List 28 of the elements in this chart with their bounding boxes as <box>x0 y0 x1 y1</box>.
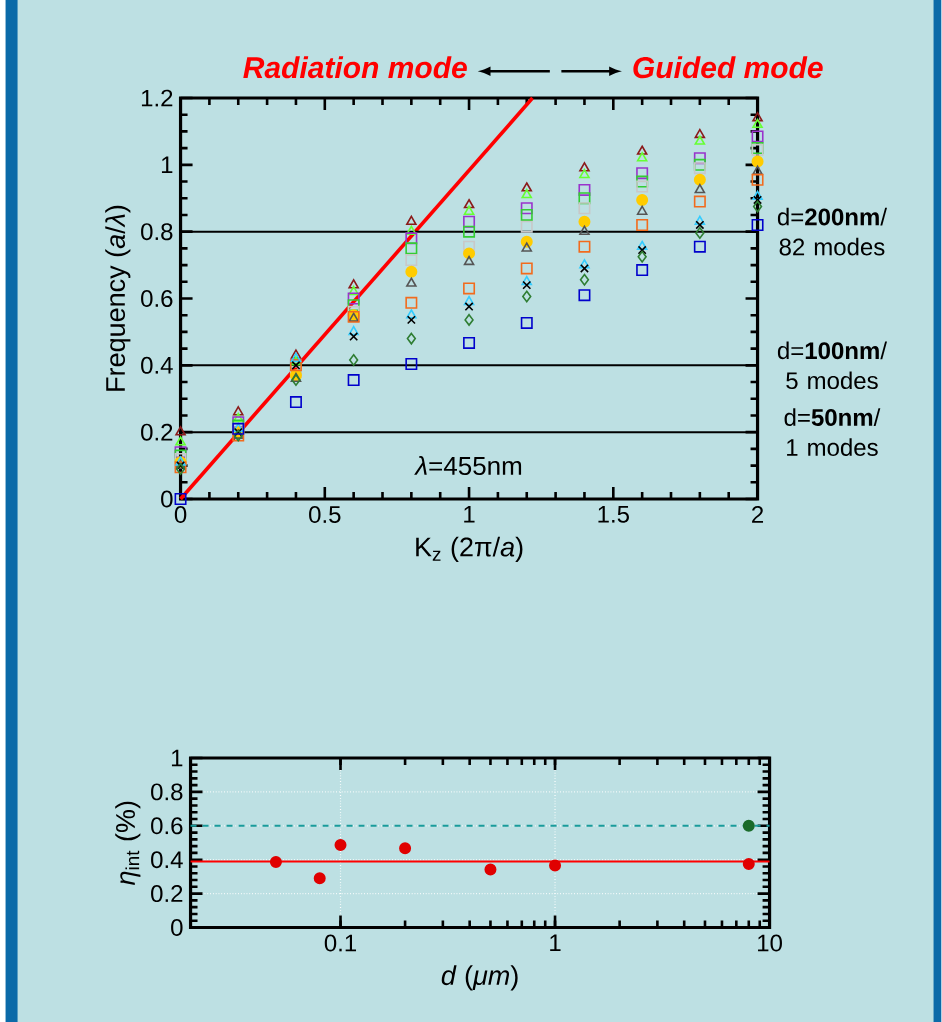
y-tick-label: 1 <box>172 749 183 767</box>
y-tick-label: 0 <box>161 490 173 508</box>
x-tick-label: 1 <box>464 506 475 523</box>
annotation: λ=455nm <box>414 456 522 476</box>
y-tick-label: 0.4 <box>151 851 183 869</box>
ref-line-label: d=200nm/ 82 modes <box>778 207 888 256</box>
text: Guided mode <box>633 56 823 79</box>
x-tick-label: 2 <box>752 506 764 523</box>
x-axis-title: d (μm) <box>441 965 518 991</box>
y-tick-label: 0 <box>171 919 183 936</box>
y-tick-label: 0.4 <box>141 356 173 374</box>
ref-line-label: d=50nm/ 1 modes <box>784 408 881 456</box>
x-tick-label: 0.5 <box>309 506 341 524</box>
y-tick-label: 0.8 <box>151 783 183 801</box>
x-tick-label: 1 <box>550 934 561 952</box>
y-axis-title: η$_{int}$ (%) <box>115 801 141 886</box>
y-tick-label: 0.8 <box>141 223 173 241</box>
y-tick-label: 0.2 <box>141 423 173 441</box>
text: Radiation mode <box>243 56 468 79</box>
y-tick-label: 1.2 <box>142 89 173 107</box>
x-axis-title: K$_{z}$ (2π/a) <box>416 536 523 562</box>
y-tick-label: 0.6 <box>151 817 183 835</box>
x-tick-label: 10 <box>758 934 783 952</box>
y-tick-label: 0.6 <box>141 290 173 307</box>
y-tick-label: 0.2 <box>151 885 183 903</box>
y-tick-label: 1 <box>162 156 173 174</box>
x-tick-label: 0.1 <box>324 934 357 952</box>
x-tick-label: 1.5 <box>598 506 630 523</box>
